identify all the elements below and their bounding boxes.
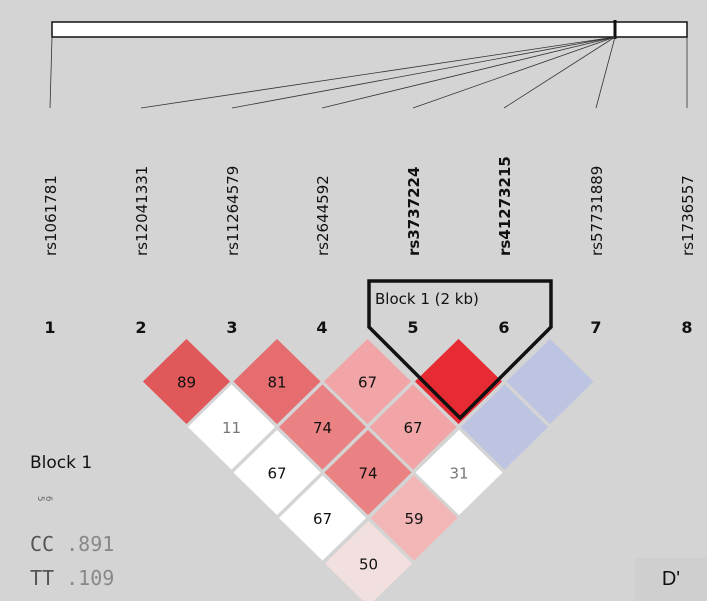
ld-cell-diamond — [412, 336, 505, 427]
snp-index-labels: 1 2 3 4 5 6 7 8 — [44, 318, 692, 337]
ld-cell-value: 67 — [267, 465, 286, 483]
snp-label-7: rs57731889 — [588, 166, 606, 256]
ld-cell-value: 67 — [403, 419, 422, 437]
ld-cell-value: 50 — [359, 556, 378, 574]
snp-position-connectors — [49, 36, 688, 109]
ld-cell-value: 81 — [267, 374, 286, 392]
snp-connector-line — [140, 36, 616, 109]
snp-label-1: rs1061781 — [42, 175, 60, 256]
ld-cell-6-7[interactable] — [503, 336, 597, 427]
snp-label-4: rs2644592 — [314, 175, 332, 256]
ld-cell-4-6[interactable]: 67 — [366, 381, 460, 473]
snp-label-3: rs11264579 — [224, 166, 242, 256]
ld-cell-2-5[interactable]: 67 — [230, 427, 324, 518]
snp-number-2: 2 — [135, 318, 146, 337]
ld-cell-3-6[interactable]: 74 — [321, 427, 415, 518]
ld-measure-label: D' — [661, 568, 681, 590]
snp-connector-line — [231, 36, 616, 109]
ld-cell-value: 11 — [222, 419, 241, 437]
snp-number-1: 1 — [44, 318, 55, 337]
snp-connector-line — [503, 36, 616, 109]
snp-connector-line — [412, 36, 616, 109]
ld-matrix: 89 11 67 67 50 81 74 74 59 67 67 31 — [140, 336, 597, 601]
ld-cell-diamond — [321, 336, 414, 427]
ld-cell-diamond — [458, 381, 551, 473]
snp-label-6: rs41273215 — [496, 156, 514, 256]
ld-cell-3-5[interactable]: 74 — [276, 381, 369, 473]
ld-cell-value: 67 — [358, 374, 377, 392]
haplotype-frequency: .891 — [54, 532, 114, 556]
ld-cell-diamond — [321, 427, 415, 518]
ld-cell-diamond — [412, 427, 506, 518]
ld-cell-5-6[interactable] — [412, 336, 505, 427]
haplotype-block-title: Block 1 — [30, 453, 92, 473]
ld-cell-diamond — [230, 427, 324, 518]
ld-cell-diamond — [367, 472, 461, 564]
ld-measure-badge: D' — [635, 558, 707, 601]
snp-number-4: 4 — [316, 318, 327, 337]
snp-label-8: rs1736557 — [679, 175, 697, 256]
ld-cell-diamond — [322, 518, 415, 601]
ld-cell-value: 67 — [313, 510, 332, 528]
ld-cell-diamond — [185, 381, 278, 473]
genomic-region-bar — [51, 21, 688, 38]
ld-cell-2-7[interactable]: 50 — [322, 518, 415, 601]
snp-number-7: 7 — [590, 318, 601, 337]
snp-connector-line — [321, 36, 616, 109]
haplotype-alleles: CC — [30, 532, 54, 556]
ld-cell-3-7[interactable]: 59 — [367, 472, 461, 564]
block-label: Block 1 (2 kb) — [375, 290, 479, 308]
snp-label-5: rs3737224 — [405, 167, 423, 256]
ld-cell-diamond — [366, 381, 460, 473]
haplotype-alleles: TT — [30, 566, 54, 590]
snp-name-labels: rs1061781 rs12041331 rs11264579 rs2644592 rs… — [42, 156, 697, 256]
ld-cell-value: 59 — [404, 510, 423, 528]
ld-cell-2-3[interactable]: 89 — [140, 336, 233, 427]
snp-number-3: 3 — [226, 318, 237, 337]
snp-connector-line — [49, 36, 53, 109]
ld-cell-diamond — [276, 472, 369, 564]
ld-cell-2-4[interactable]: 11 — [185, 381, 278, 473]
ld-cell-diamond — [230, 336, 324, 427]
block-outline — [367, 279, 553, 421]
haplotype-row-1: CC .891 — [30, 532, 114, 556]
ld-cell-3-4[interactable]: 81 — [230, 336, 324, 427]
ld-cell-diamond — [276, 381, 369, 473]
snp-label-2: rs12041331 — [133, 166, 151, 256]
haplotype-marker-6: 6 — [43, 496, 53, 501]
ld-cell-value: 89 — [177, 374, 196, 392]
snp-connector-line — [595, 36, 616, 109]
ld-cell-diamond — [503, 336, 597, 427]
ld-cell-diamond — [140, 336, 233, 427]
ld-cell-value: 31 — [449, 465, 468, 483]
haplotype-row-2: TT .109 — [30, 566, 114, 590]
ld-cell-4-5[interactable]: 67 — [321, 336, 414, 427]
ld-cell-5-7[interactable] — [458, 381, 551, 473]
snp-number-6: 6 — [498, 318, 509, 337]
snp-number-5: 5 — [407, 318, 418, 337]
haplotype-marker-5: 5 — [35, 496, 45, 501]
snp-number-8: 8 — [681, 318, 692, 337]
ld-cell-value: 74 — [358, 465, 377, 483]
ld-cell-2-6[interactable]: 67 — [276, 472, 369, 564]
haplotype-frequency: .109 — [54, 566, 114, 590]
ld-cell-4-7[interactable]: 31 — [412, 427, 506, 518]
ld-cell-value: 74 — [313, 419, 332, 437]
